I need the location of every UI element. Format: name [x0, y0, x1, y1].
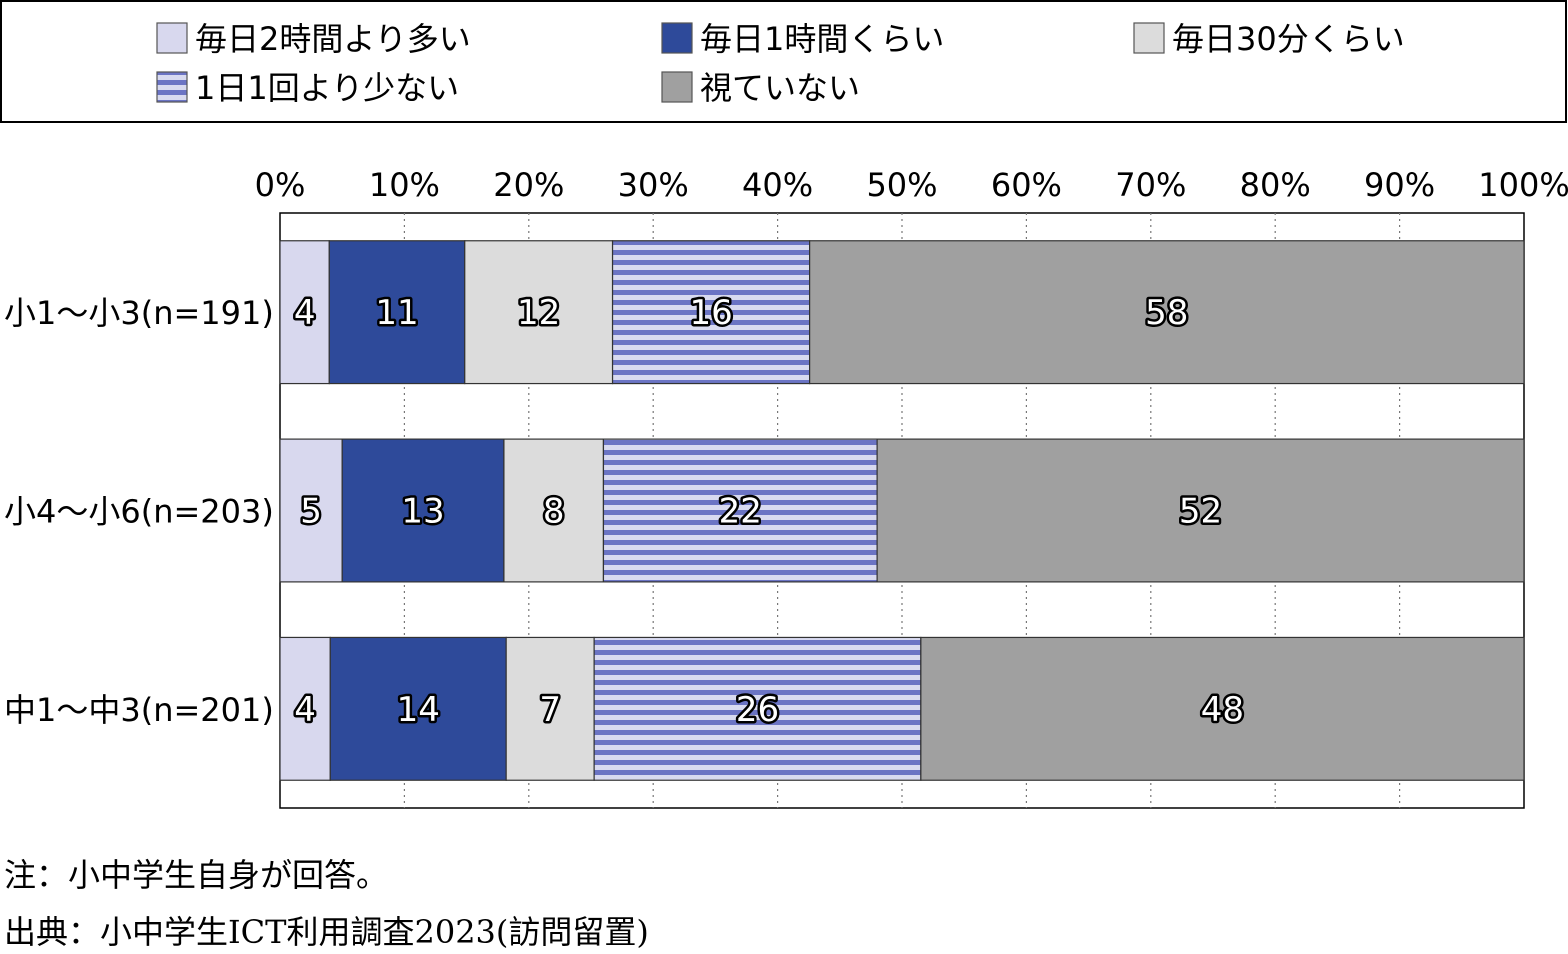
bar-segment	[279, 240, 330, 385]
x-tick-label: 50%	[866, 166, 937, 204]
data-label: 16	[689, 293, 732, 333]
data-label: 22	[719, 492, 762, 532]
data-label: 4	[294, 690, 316, 730]
legend-label: 視ていない	[700, 69, 860, 107]
bar-segment	[279, 636, 331, 781]
category-label: 中1～中3(n=201)	[4, 691, 274, 729]
x-tick-label: 0%	[255, 166, 306, 204]
legend-label: 毎日2時間より多い	[195, 20, 471, 58]
data-label: 26	[736, 690, 779, 730]
category-labels: 小1～小3(n=191) 小4～小6(n=203) 中1～中3(n=201)	[4, 294, 274, 729]
bar-segment	[328, 240, 466, 385]
bar-segment	[593, 636, 922, 781]
data-label: 58	[1145, 293, 1188, 333]
bar-segment	[920, 636, 1525, 781]
data-label: 12	[517, 293, 560, 333]
legend-swatch	[661, 71, 693, 103]
bar-segment	[329, 636, 507, 781]
x-tick-label: 90%	[1364, 166, 1435, 204]
data-label: 7	[539, 690, 561, 730]
x-tick-label: 10%	[369, 166, 440, 204]
note-text: 注：小中学生自身が回答。	[4, 856, 389, 894]
data-label: 11	[375, 293, 418, 333]
data-label: 52	[1179, 492, 1222, 532]
data-label: 48	[1201, 690, 1244, 730]
legend-label: 毎日30分くらい	[1172, 20, 1405, 58]
bar-segment	[464, 240, 614, 385]
bar-segment	[809, 240, 1525, 385]
x-tick-label: 100%	[1478, 166, 1568, 204]
x-tick-label: 70%	[1115, 166, 1186, 204]
data-label: 4	[294, 293, 316, 333]
x-tick-label: 80%	[1240, 166, 1311, 204]
bar-segment	[876, 438, 1525, 583]
data-label: 8	[543, 492, 565, 532]
x-tick-label: 30%	[618, 166, 689, 204]
legend: 毎日2時間より多い 毎日1時間くらい 毎日30分くらい 1日1回より少ない 視ていない	[156, 20, 1405, 107]
data-label: 13	[401, 492, 444, 532]
x-tick-label: 40%	[742, 166, 813, 204]
x-tick-label: 60%	[991, 166, 1062, 204]
bar-segment	[503, 438, 605, 583]
bars: 4 11 12 16 58 5 13 8 22 52 4 14 7 26 48	[279, 240, 1525, 781]
category-label: 小4～小6(n=203)	[4, 493, 274, 531]
bar-segment	[505, 636, 595, 781]
legend-swatch	[1133, 22, 1165, 54]
legend-box	[0, 0, 1567, 123]
bar-segment	[611, 240, 811, 385]
legend-label: 1日1回より少ない	[195, 69, 459, 107]
x-axis-ticks: 0% 10% 20% 30% 40% 50% 60% 70% 80% 90% 100%	[255, 166, 1568, 204]
source-text: 出典：小中学生ICT利用調査2023(訪問留置)	[4, 913, 649, 951]
data-label: 14	[397, 690, 440, 730]
bar-segment	[341, 438, 505, 583]
bar-segment	[279, 438, 343, 583]
x-tick-label: 20%	[493, 166, 564, 204]
legend-swatch	[156, 71, 188, 103]
category-label: 小1～小3(n=191)	[4, 294, 274, 332]
legend-swatch	[156, 22, 188, 54]
legend-swatch	[661, 22, 693, 54]
data-label: 5	[300, 492, 322, 532]
legend-label: 毎日1時間くらい	[700, 20, 944, 58]
